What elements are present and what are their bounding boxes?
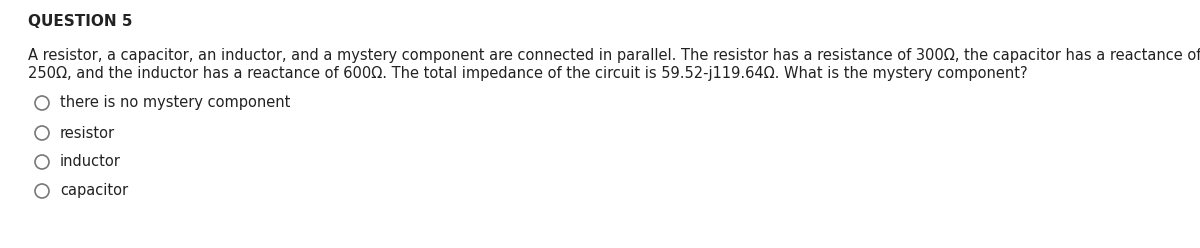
Text: there is no mystery component: there is no mystery component xyxy=(60,95,290,111)
Text: A resistor, a capacitor, an inductor, and a mystery component are connected in p: A resistor, a capacitor, an inductor, an… xyxy=(28,48,1200,63)
Text: QUESTION 5: QUESTION 5 xyxy=(28,14,132,29)
Text: inductor: inductor xyxy=(60,155,121,169)
Text: capacitor: capacitor xyxy=(60,184,128,198)
Text: resistor: resistor xyxy=(60,125,115,141)
Text: 250Ω, and the inductor has a reactance of 600Ω. The total impedance of the circu: 250Ω, and the inductor has a reactance o… xyxy=(28,66,1027,81)
